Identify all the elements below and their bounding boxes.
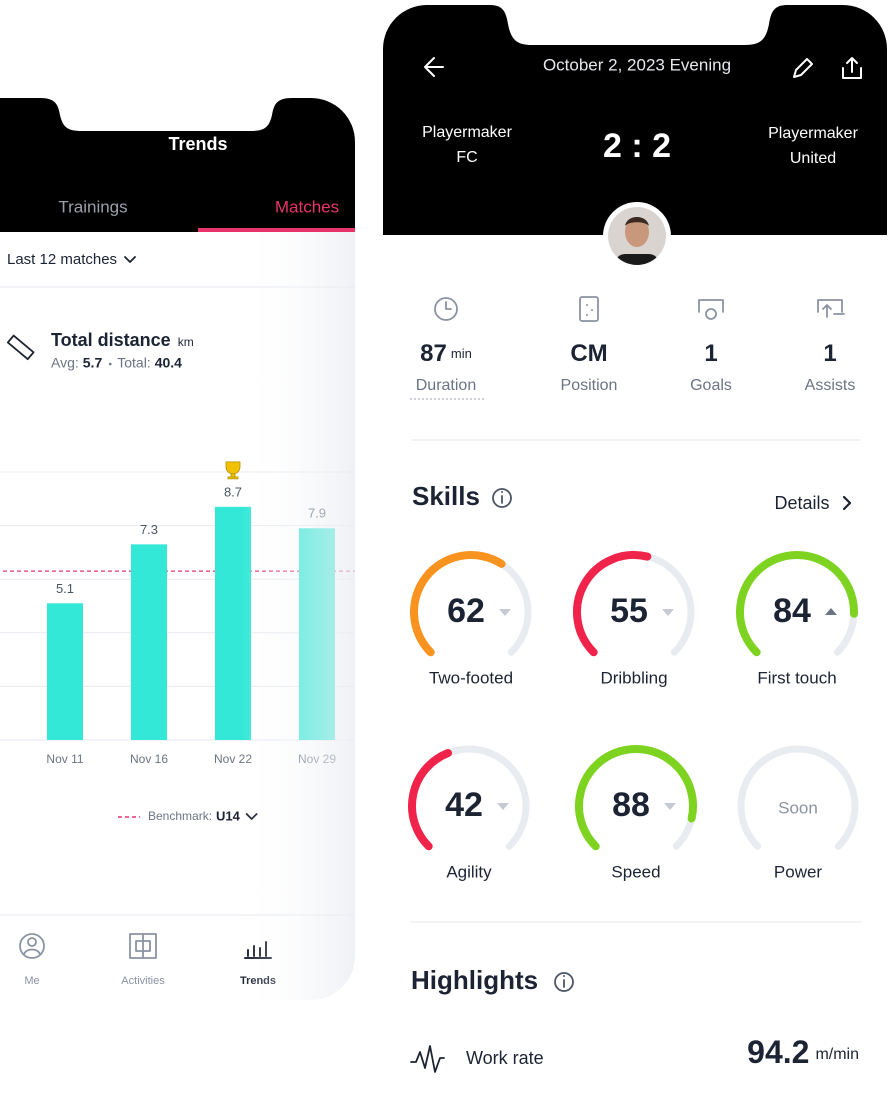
nav-item[interactable]: Activities [121, 975, 165, 987]
match-screen: 62 Two-footed 55 Dribbling 84 First touch 42 Ag… [383, 5, 887, 1090]
stat-label: Duration [416, 377, 476, 394]
ruler-icon [6, 334, 35, 361]
team-name: Playermaker [768, 125, 858, 142]
trend-indicator [825, 608, 837, 615]
skill-name: Power [774, 862, 823, 881]
gauge-arc [573, 551, 652, 657]
share-button[interactable] [842, 57, 862, 79]
metric-summary: 5.7 [83, 355, 103, 371]
gauge-arc [736, 551, 858, 657]
info-icon [554, 972, 574, 992]
metric-unit: km [178, 335, 194, 349]
trend-indicator [664, 803, 676, 810]
gauge-arc [408, 749, 453, 851]
metric-name: Total distance [51, 330, 171, 350]
stat-value: 1 [704, 340, 717, 367]
gauge-status: Soon [778, 798, 818, 817]
separator [108, 362, 112, 366]
filter[interactable]: Last 12 matches [7, 251, 117, 268]
edit-button[interactable] [793, 58, 813, 78]
work-rate-icon [410, 1045, 445, 1073]
gauge-arc [575, 745, 697, 851]
gauge-track [737, 745, 859, 850]
data-label: 8.7 [224, 484, 242, 499]
data-label: 7.3 [140, 522, 158, 537]
highlight-name: Work rate [466, 1048, 544, 1068]
gauge-value: 88 [612, 786, 650, 824]
metric-summary: Total: [117, 355, 150, 371]
fade [240, 232, 355, 1000]
team-name: Playermaker [422, 124, 512, 141]
tab-underline [198, 228, 355, 232]
section-title: Highlights [411, 965, 538, 995]
details-link[interactable]: Details [774, 493, 829, 513]
team-name: United [790, 150, 836, 167]
gauge-value: 42 [445, 786, 483, 824]
details-chevron[interactable] [842, 495, 852, 511]
stat-label: Assists [805, 377, 856, 394]
benchmark-name[interactable]: U14 [216, 808, 241, 823]
team-name: FC [456, 149, 477, 166]
stat-label: Position [561, 377, 618, 394]
stat-number: 87 [420, 340, 447, 367]
stat-value: 87 min [420, 340, 472, 367]
stat-label: Goals [690, 377, 732, 394]
benchmark-label: Benchmark: [148, 809, 212, 823]
header [383, 5, 887, 235]
info-icon [492, 488, 512, 508]
skill-name: First touch [757, 668, 836, 687]
section-title: Skills [412, 481, 480, 511]
trend-indicator [662, 609, 674, 616]
trophy [225, 461, 241, 480]
tab[interactable]: Trainings [58, 197, 127, 216]
gauge-value: 62 [447, 592, 485, 630]
screen-title: Trends [168, 134, 227, 154]
avatar [603, 202, 671, 270]
stat-number: 1 [823, 340, 836, 367]
trend-indicator [499, 609, 511, 616]
nav-item[interactable]: Me [24, 975, 39, 987]
metric-summary: Avg: [51, 355, 79, 371]
x-tick-label: Nov 16 [130, 752, 168, 766]
highlight-unit: m/min [815, 1046, 859, 1063]
gauge-value: 84 [773, 592, 811, 630]
x-tick-label: Nov 11 [46, 752, 83, 766]
trend-indicator [497, 803, 509, 810]
stat-number: 1 [704, 340, 717, 367]
highlight-number: 94.2 [747, 1034, 809, 1070]
skill-name: Two-footed [429, 668, 513, 687]
back-button[interactable] [424, 57, 444, 77]
skill-name: Agility [446, 862, 492, 881]
score: 2 : 2 [603, 127, 671, 165]
chevron [124, 256, 136, 263]
skills: 62 Two-footed 55 Dribbling 84 First touch 42 Ag… [408, 551, 859, 881]
skill-name: Speed [611, 862, 660, 881]
header [0, 98, 355, 232]
skill-name: Dribbling [600, 668, 667, 687]
stat-number: CM [570, 340, 607, 367]
stat-value: 1 [823, 340, 836, 367]
bar [131, 544, 167, 740]
stat-icons [434, 296, 845, 322]
bar [47, 603, 83, 740]
data-label: 5.1 [56, 581, 74, 596]
gauge-arc [410, 551, 506, 657]
match-date: October 2, 2023 Evening [543, 55, 731, 74]
metric-summary: 40.4 [155, 355, 182, 371]
gauge-value: 55 [610, 592, 648, 630]
stat-unit: min [451, 346, 472, 361]
highlight-value: 94.2 m/min [747, 1034, 859, 1070]
stat-value: CM [570, 340, 607, 367]
tab[interactable]: Matches [275, 197, 339, 216]
